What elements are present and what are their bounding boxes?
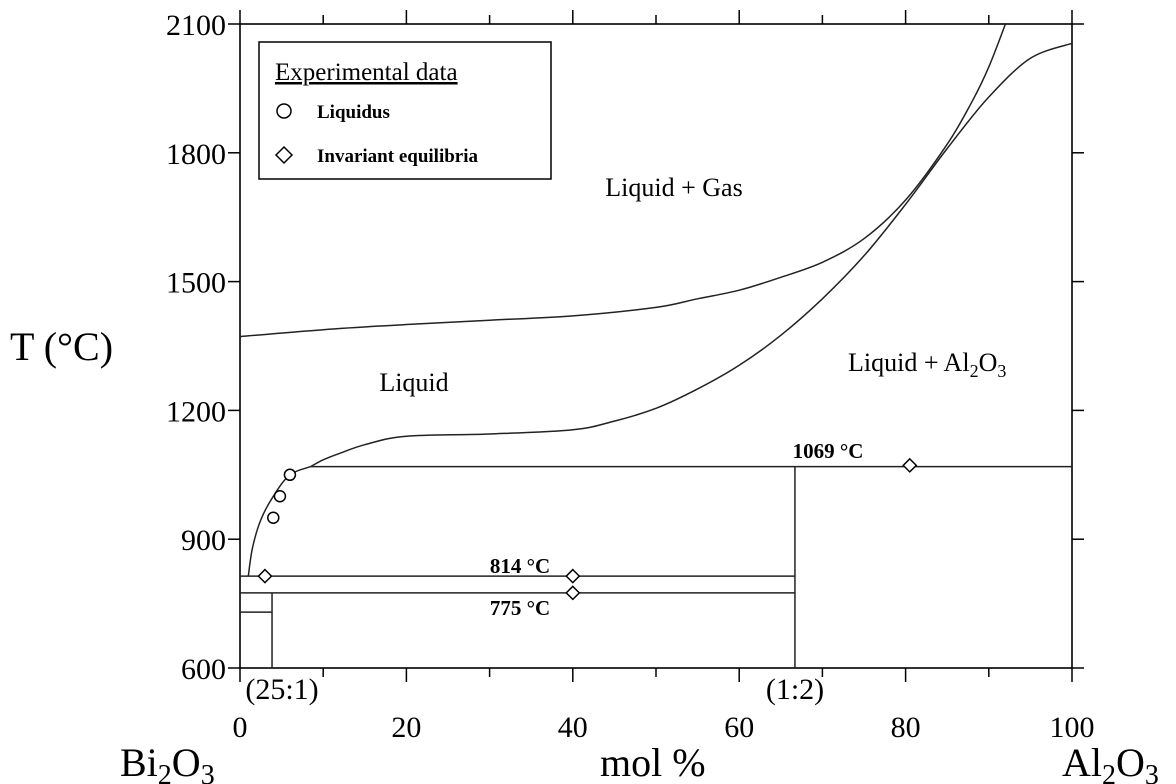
x-tick-label: 80 xyxy=(891,711,921,744)
legend-diamond-marker xyxy=(274,145,294,165)
x-tick-label: 40 xyxy=(558,711,588,744)
x-tick-label: 20 xyxy=(391,711,421,744)
region-label-part: Liquid + Al xyxy=(848,348,970,377)
left-comp-sub2: 3 xyxy=(201,760,215,784)
y-tick-label: 1800 xyxy=(166,138,226,171)
axis-ticks xyxy=(228,10,1084,682)
region-label-part: 3 xyxy=(997,361,1006,381)
liquidus-point xyxy=(267,511,280,524)
x-axis-title: mol % xyxy=(600,740,706,784)
invariant-point xyxy=(257,568,273,584)
left-comp-base: Bi xyxy=(120,740,158,784)
region-label-liquid-gas: Liquid + Gas xyxy=(605,173,742,202)
isotherm-label: 1069 °C xyxy=(793,439,864,463)
isotherm-label: 775 °C xyxy=(490,596,550,620)
legend: Experimental data Liquidus Invariant equ… xyxy=(258,41,552,180)
left-comp-sub1: 2 xyxy=(158,760,172,784)
y-tick-label: 900 xyxy=(181,524,226,557)
experimental-points xyxy=(257,457,918,601)
labels: 600 900 1200 1500 1800 2100 0 20 40 60 80 100 1069 °… xyxy=(166,9,1095,744)
invariant-point xyxy=(565,568,581,584)
y-tick-label: 1500 xyxy=(166,267,226,300)
y-tick-label: 1200 xyxy=(166,395,226,428)
y-tick-label: 2100 xyxy=(166,9,226,42)
x-tick-label: 100 xyxy=(1050,711,1095,744)
invariant-point xyxy=(902,457,918,473)
liquidus-point xyxy=(283,468,297,482)
legend-box xyxy=(258,41,552,180)
legend-item-invariant: Invariant equilibria xyxy=(317,146,478,167)
left-component-label: Bi2O3 xyxy=(120,740,215,784)
boundary-curve xyxy=(239,23,1007,338)
region-label-part: O xyxy=(979,348,998,377)
right-comp-base: Al xyxy=(1062,740,1102,784)
phase-boundaries xyxy=(239,23,1073,668)
boundary-curve xyxy=(247,465,311,577)
right-comp-mid: O xyxy=(1116,740,1145,784)
region-label-liquid: Liquid xyxy=(379,368,448,397)
liquidus-point xyxy=(273,490,287,503)
isotherm-label: 814 °C xyxy=(490,554,550,578)
x-tick-label: 0 xyxy=(233,711,248,744)
x-tick-label: 60 xyxy=(724,711,754,744)
right-component-label: Al2O3 xyxy=(1062,740,1159,784)
y-axis-title: T (°C) xyxy=(10,324,113,369)
right-comp-sub1: 2 xyxy=(1102,760,1116,784)
compound-label-25-1: (25:1) xyxy=(245,673,318,706)
compound-label-1-2: (1:2) xyxy=(766,673,824,706)
invariant-point xyxy=(565,585,581,601)
boundary-curve xyxy=(310,42,1073,468)
right-comp-sub2: 3 xyxy=(1145,760,1159,784)
left-comp-mid: O xyxy=(172,740,201,784)
region-label-part: 2 xyxy=(970,361,979,381)
legend-circle-marker xyxy=(276,103,292,119)
region-label-liquid-al2o3: Liquid + Al2O3 xyxy=(848,348,1006,381)
y-tick-label: 600 xyxy=(181,653,226,686)
legend-item-liquidus: Liquidus xyxy=(317,102,390,123)
legend-title: Experimental data xyxy=(275,59,458,86)
